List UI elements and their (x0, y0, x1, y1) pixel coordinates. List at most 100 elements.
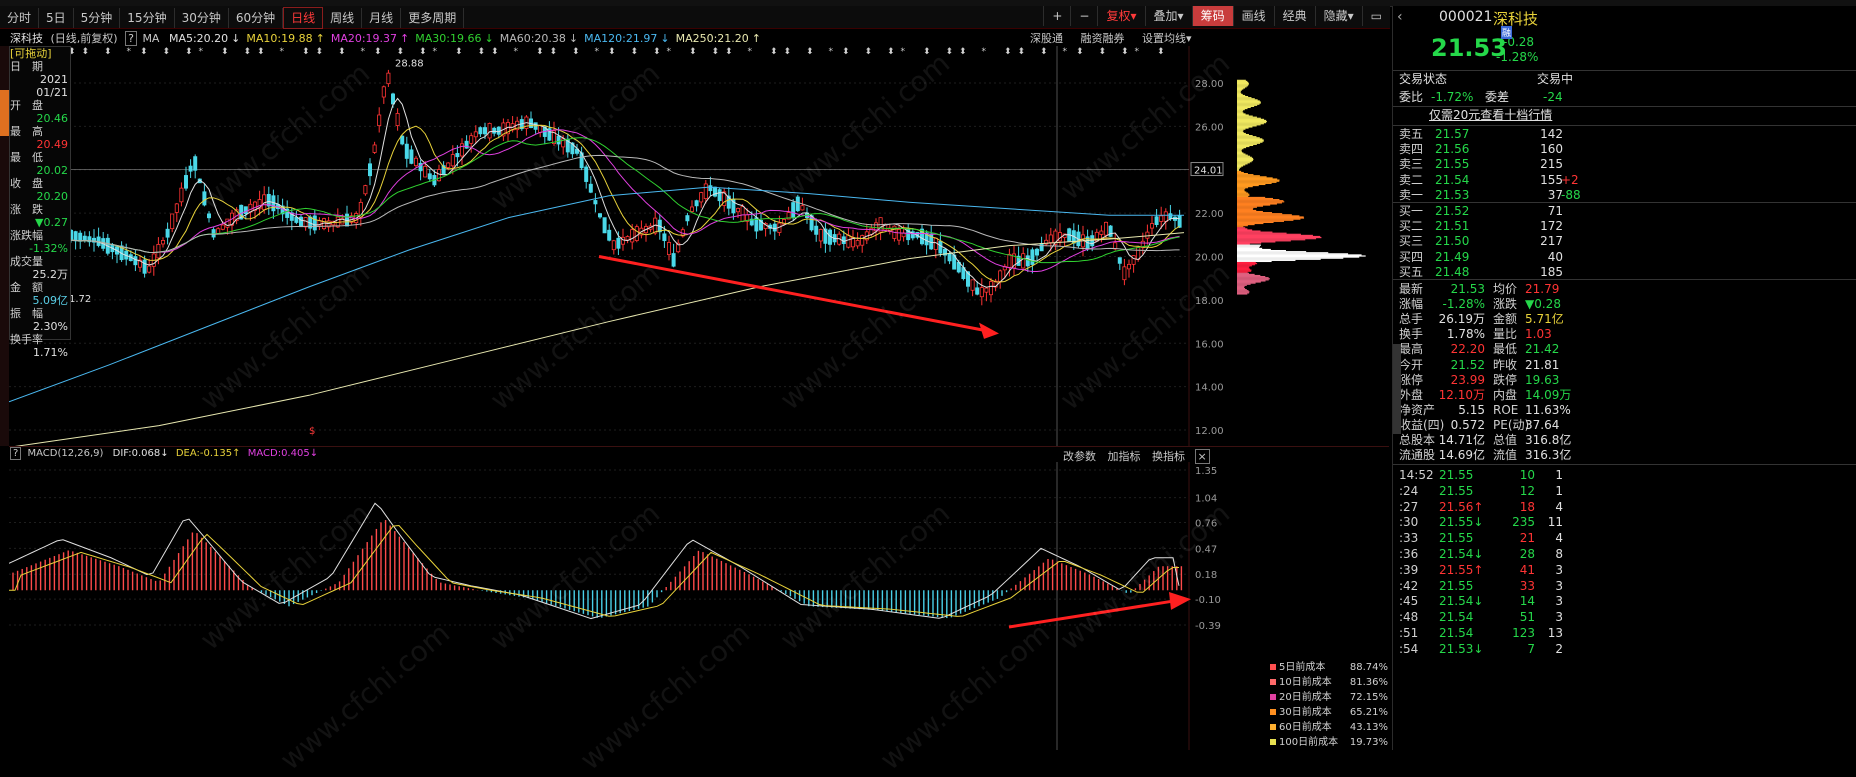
candle-body (897, 229, 902, 241)
stat-label: 换手 (1399, 327, 1424, 342)
bids-row[interactable]: 买三 21.50 217 (1393, 234, 1856, 249)
switch-indicator-link[interactable]: 换指标 (1152, 450, 1185, 463)
candle-body (243, 206, 248, 215)
candle-body (156, 244, 161, 259)
event-marker: ⬍ (550, 47, 558, 57)
tick-price: 21.54↓ (1439, 547, 1484, 561)
stat-label: 金额 (1493, 312, 1518, 327)
stat-row: 总手 26.19万 金额 5.71亿 (1393, 312, 1856, 327)
bar-info-panel[interactable]: [可拖动] 日 期 2021 01/21 开 盘 20.46 最 高 20.49… (9, 46, 71, 359)
macd-title[interactable]: MACD(12,26,9) (27, 448, 104, 459)
asks-row[interactable]: 卖一 21.53 37 -88 (1393, 188, 1856, 203)
tab-6[interactable]: 日线 (283, 7, 324, 29)
draw-line-button[interactable]: 画线 (1232, 6, 1274, 26)
cost-legend-row: 5日前成本 88.74% (1270, 660, 1388, 675)
bids-row[interactable]: 买一 21.52 71 (1393, 204, 1856, 219)
low-label: 最 低 (10, 151, 43, 164)
tab-5[interactable]: 60分钟 (229, 8, 284, 28)
candle-body (78, 232, 83, 242)
tick-row: :42 21.55 33 3 (1393, 579, 1856, 594)
close-icon[interactable]: × (1194, 449, 1210, 464)
event-marker: * (829, 47, 834, 57)
set-ma-link[interactable]: 设置均线▾ (1142, 32, 1192, 45)
chip-button[interactable]: 筹码 (1191, 6, 1233, 26)
zoom-out-button[interactable]: − (1070, 6, 1097, 26)
cost-value: 19.73% (1349, 737, 1388, 748)
panel-collapse-handle[interactable] (1393, 344, 1401, 434)
chip-bar (1237, 106, 1251, 109)
asks-row[interactable]: 卖四 21.56 160 (1393, 142, 1856, 157)
stat-label: 流值 (1493, 448, 1518, 463)
ma-legend: 深科技 (日线,前复权) ? MA MA5:20.20 ↓ MA10:19.88 ↑ M… (0, 30, 1220, 46)
chip-bar (1237, 222, 1264, 225)
bids-row[interactable]: 买四 21.49 40 (1393, 250, 1856, 265)
tab-9[interactable]: 更多周期 (401, 8, 465, 28)
tab-3[interactable]: 15分钟 (120, 8, 175, 28)
event-marker: ⬍ (1157, 47, 1165, 57)
kline-chart[interactable]: 28.0026.0024.0022.0020.0018.0016.0014.00… (9, 46, 1389, 446)
tick-time: :30 (1399, 515, 1419, 530)
candle-body (943, 248, 948, 256)
rzrq-link[interactable]: 融资融券 (1080, 32, 1125, 45)
candle-body (1030, 249, 1035, 265)
event-marker: ⬍ (82, 47, 90, 57)
classic-button[interactable]: 经典 (1273, 6, 1315, 26)
book-volume: 40 (1547, 249, 1563, 264)
tab-8[interactable]: 月线 (362, 8, 402, 28)
chip-bar (1237, 225, 1248, 227)
tab-7[interactable]: 周线 (323, 8, 363, 28)
chip-bar (1237, 274, 1261, 277)
cost-label: 100日前成本 (1279, 737, 1339, 748)
chip-bar (1237, 97, 1252, 99)
candle-body (662, 233, 667, 242)
asks-row[interactable]: 卖三 21.55 215 (1393, 157, 1856, 172)
tab-0[interactable]: 分时 (0, 8, 40, 28)
stat-value: 0.572 (1450, 417, 1485, 432)
macd-chart[interactable]: 1.35 1.04 0.76 0.47 0.18 -0.10 -0.39 (9, 462, 1389, 750)
event-marker: ⬍ (1121, 47, 1129, 57)
tab-4[interactable]: 30分钟 (175, 8, 229, 28)
cost-legend-row: 10日前成本 81.36% (1270, 675, 1388, 690)
chip-bar (1237, 244, 1261, 246)
tab-2[interactable]: 5分钟 (74, 8, 121, 28)
tab-1[interactable]: 5日 (39, 8, 74, 28)
help-icon[interactable]: ? (10, 447, 22, 460)
adjust-button[interactable]: 复权▾ (1097, 6, 1144, 26)
candle-body (634, 226, 639, 241)
change-params-link[interactable]: 改参数 (1063, 450, 1096, 463)
add-indicator-link[interactable]: 加指标 (1107, 450, 1141, 463)
stat-row: 涨停 23.99 跌停 19.63 (1393, 373, 1856, 388)
low-value: 20.02 (36, 164, 69, 177)
overlay-button[interactable]: 叠加▾ (1144, 6, 1192, 26)
chip-bar (1237, 229, 1253, 231)
candle-body (492, 127, 497, 134)
stat-label: 总股本 (1399, 433, 1436, 447)
tick-price: 21.54↓ (1439, 594, 1484, 609)
bids-row[interactable]: 买二 21.51 172 (1393, 219, 1856, 234)
chip-bar (1237, 157, 1254, 160)
candle-body (183, 175, 188, 189)
asks-row[interactable]: 卖五 21.57 142 (1393, 127, 1856, 142)
event-marker: * (433, 47, 438, 57)
chip-bar (1237, 161, 1252, 163)
stock-name-label[interactable]: 深科技 (10, 32, 43, 45)
candle-body (73, 231, 78, 242)
zoom-in-button[interactable]: + (1043, 6, 1070, 26)
pane-divider[interactable] (9, 446, 1389, 447)
candle-body (910, 231, 915, 239)
chip-bar (1237, 213, 1283, 215)
chip-bar (1237, 156, 1252, 158)
chip-bar (1237, 240, 1291, 242)
ma-item: MA250:21.20 ↑ (676, 32, 761, 45)
panel-drag-label[interactable]: [可拖动] (10, 47, 52, 60)
stat-value: 22.20 (1450, 342, 1485, 357)
help-icon[interactable]: ? (125, 31, 137, 46)
bids-row[interactable]: 买五 21.48 185 (1393, 265, 1856, 280)
prev-stock-icon[interactable]: ‹ (1397, 9, 1403, 25)
asks-row[interactable]: 卖二 21.54 155 +2 (1393, 173, 1856, 188)
chip-bar (1237, 98, 1255, 100)
panel-toggle-icon[interactable]: ▭ (1361, 6, 1390, 26)
hide-button[interactable]: 隐藏▾ (1314, 6, 1362, 26)
chip-bar (1237, 80, 1248, 83)
sgt-link[interactable]: 深股通 (1030, 32, 1063, 45)
